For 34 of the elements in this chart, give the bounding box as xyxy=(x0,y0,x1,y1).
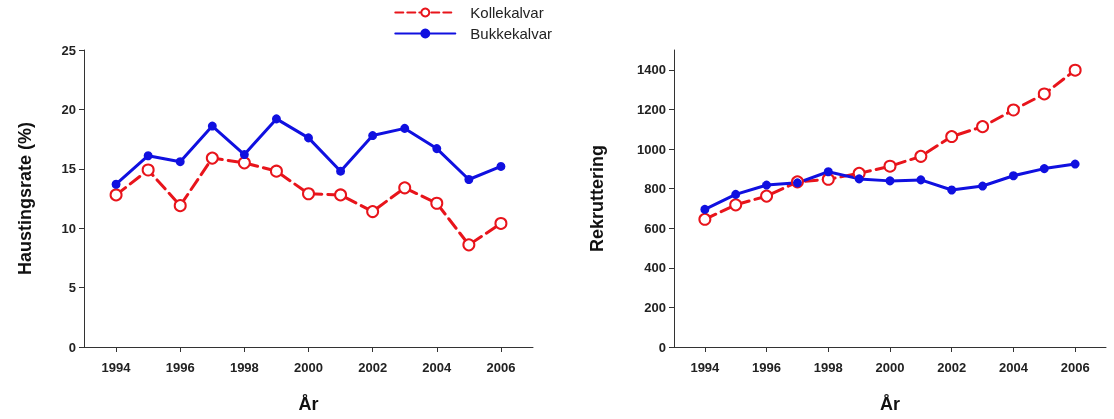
x-tick-label: 2000 xyxy=(294,360,323,375)
y-tick-label: 0 xyxy=(658,339,666,355)
x-tick-label: 2006 xyxy=(486,360,516,375)
x-tick-label: 2000 xyxy=(875,360,905,375)
y-tick-label: 5 xyxy=(68,280,76,296)
y-tick-label: 0 xyxy=(68,339,76,355)
x-tick-label: 1994 xyxy=(690,360,721,375)
y-tick-label: 1200 xyxy=(637,101,666,117)
x-tick-label: 2004 xyxy=(422,360,453,375)
x-tick-label: 1998 xyxy=(229,360,259,375)
x-tick-label: 2006 xyxy=(1060,360,1090,375)
y-tick-label: 400 xyxy=(644,260,666,276)
y-tick-label: 800 xyxy=(644,181,666,197)
legend-label: Bukkekalvar xyxy=(470,25,552,42)
x-tick-label: 1998 xyxy=(813,360,843,375)
y-axis-title: Rekruttering xyxy=(587,144,607,253)
x-tick-label: 2002 xyxy=(937,360,967,375)
x-tick-label: 1996 xyxy=(165,360,195,375)
y-tick-label: 1000 xyxy=(637,141,666,157)
x-tick-label: 1996 xyxy=(752,360,782,375)
x-tick-label: 2002 xyxy=(358,360,388,375)
y-tick-label: 200 xyxy=(644,299,666,315)
y-tick-label: 10 xyxy=(61,220,76,236)
x-tick-label: 2004 xyxy=(998,360,1029,375)
x-axis-title: År xyxy=(298,394,319,414)
x-tick-label: 1994 xyxy=(101,360,132,375)
y-tick-label: 600 xyxy=(644,220,666,236)
y-tick-label: 25 xyxy=(61,42,76,58)
y-tick-label: 15 xyxy=(61,161,76,177)
y-axis-title: Haustingsrate (%) xyxy=(15,121,35,276)
y-tick-label: 20 xyxy=(61,101,76,117)
legend-label: Kollekalvar xyxy=(470,4,544,21)
x-axis-title: År xyxy=(879,394,901,414)
y-tick-label: 1400 xyxy=(637,62,666,78)
